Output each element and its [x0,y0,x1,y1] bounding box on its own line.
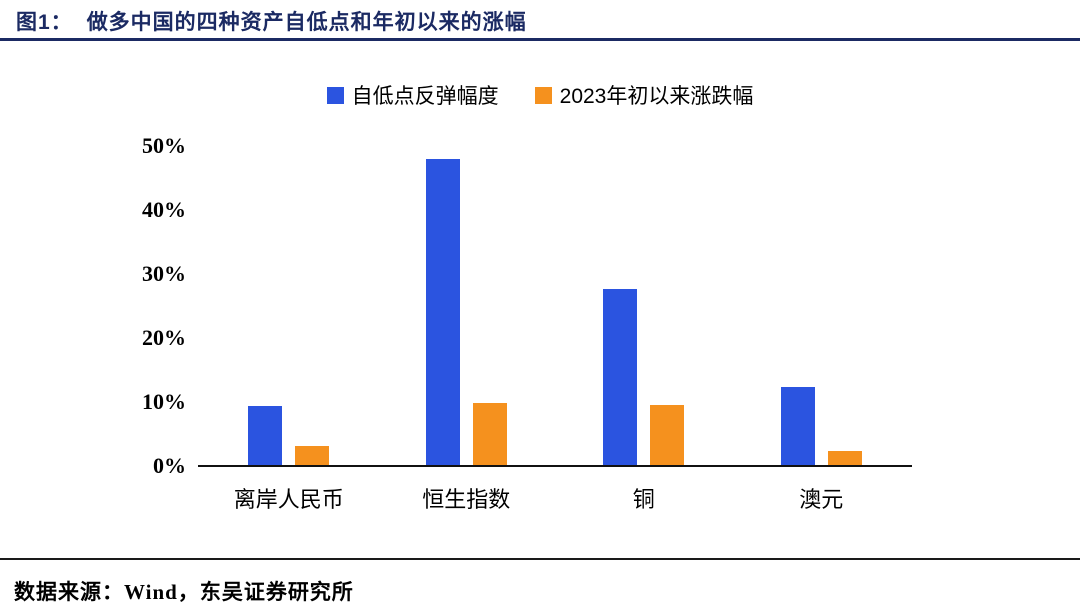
bar-series1 [780,386,815,466]
figure-title: 图1： 做多中国的四种资产自低点和年初以来的涨幅 [16,6,527,36]
figure-title-text: 做多中国的四种资产自低点和年初以来的涨幅 [86,11,527,34]
y-tick-label: 20% [142,325,186,350]
legend-label: 2023年初以来涨跌幅 [559,85,754,108]
y-axis-labels: 0% 10% 20% 30% 40% 50% [90,133,186,478]
bar-series2 [827,451,862,466]
legend-label: 自低点反弹幅度 [351,85,499,108]
y-tick-label: 30% [142,261,186,286]
bar-group [733,146,911,466]
legend-item: 自低点反弹幅度 [326,80,499,110]
x-axis-line [198,465,912,467]
bar-group [378,146,556,466]
bar-series1 [425,158,460,466]
bar-series2 [472,403,507,466]
bar-group [555,146,733,466]
bar-group [200,146,378,466]
footer-divider [0,558,1080,560]
y-tick-label: 10% [142,389,186,414]
figure-number: 图1： [16,11,73,34]
x-axis-label: 铜 [632,487,655,512]
legend-swatch [534,86,552,104]
chart-legend: 自低点反弹幅度 2023年初以来涨跌幅 [0,80,1080,110]
legend-item: 2023年初以来涨跌幅 [534,80,754,110]
bar-series2 [295,445,330,466]
x-axis-label: 恒生指数 [422,487,511,512]
y-tick-label: 0% [153,453,186,478]
legend-swatch [326,86,344,104]
bar-series1 [248,405,283,466]
title-divider [0,38,1080,41]
x-axis-label: 澳元 [799,487,844,512]
bar-series2 [650,405,685,466]
x-axis-labels: 离岸人民币 恒生指数 铜 澳元 [200,482,910,514]
bar-series1 [603,289,638,466]
plot-area [198,146,912,467]
bar-groups [200,146,910,466]
x-axis-label: 离岸人民币 [233,487,344,512]
y-tick-label: 50% [142,133,186,158]
source-text: 数据来源：Wind，东吴证券研究所 [14,580,354,604]
y-tick-label: 40% [142,197,186,222]
